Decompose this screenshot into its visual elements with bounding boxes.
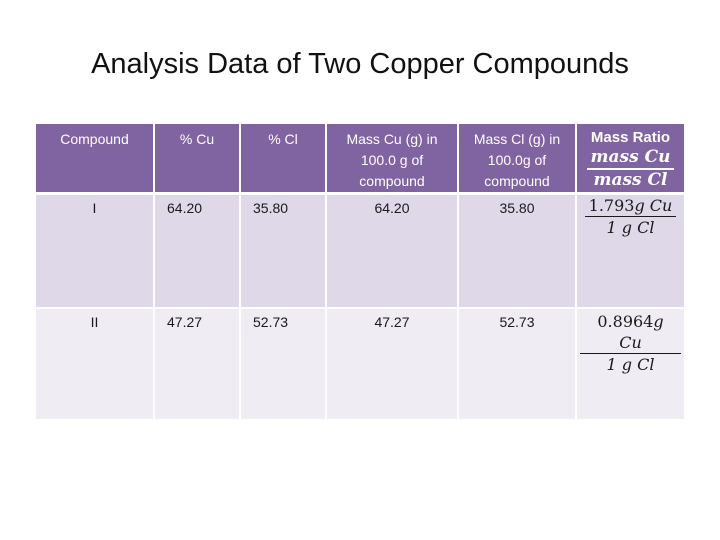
- cell-compound: I: [36, 193, 155, 309]
- cell-compound: II: [36, 307, 155, 421]
- header-mass-ratio: Mass Ratio mass Cu mass Cl: [576, 124, 684, 195]
- cell-ratio: 0.8964g Cu 1 g Cl: [576, 307, 684, 421]
- cell-pct-cu: 64.20: [154, 193, 241, 309]
- cell-mass-cu: 64.20: [326, 193, 459, 309]
- mass-ratio-denominator: mass Cl: [593, 170, 668, 190]
- ratio-numerator-unit: g Cu: [634, 196, 673, 215]
- ratio-denominator: 1 g Cl: [606, 354, 655, 374]
- cell-mass-cl: 52.73: [458, 307, 577, 421]
- header-percent-cu: % Cu: [154, 124, 241, 195]
- page-title: Analysis Data of Two Copper Compounds: [91, 48, 629, 80]
- header-compound: Compound: [36, 124, 155, 195]
- mass-ratio-numerator: mass Cu: [586, 147, 675, 170]
- ratio-value: 1.793: [588, 196, 635, 215]
- mass-ratio-title: Mass Ratio: [590, 129, 671, 146]
- header-mass-cu: Mass Cu (g) in 100.0 g of compound: [326, 124, 459, 195]
- cell-pct-cu: 47.27: [154, 307, 241, 421]
- ratio-numerator-unit: g Cu: [619, 311, 664, 352]
- table-row: I 64.20 35.80 64.20 35.80 1.793g Cu 1 g …: [36, 193, 684, 309]
- ratio-value: 0.8964: [597, 311, 654, 331]
- cell-mass-cu: 47.27: [326, 307, 459, 421]
- cell-pct-cl: 52.73: [240, 307, 327, 421]
- ratio-denominator: 1 g Cl: [606, 218, 655, 237]
- ratio-fraction: 1.793g Cu 1 g Cl: [584, 195, 677, 238]
- ratio-numerator: 1.793g Cu: [584, 195, 677, 217]
- table-header-row: Compound % Cu % Cl Mass Cu (g) in 100.0 …: [36, 124, 684, 195]
- cell-mass-cl: 35.80: [458, 193, 577, 309]
- cell-ratio: 1.793g Cu 1 g Cl: [576, 193, 684, 309]
- table-row: II 47.27 52.73 47.27 52.73 0.8964g Cu 1 …: [36, 307, 684, 421]
- mass-ratio-fraction: mass Cu mass Cl: [586, 147, 675, 191]
- analysis-data-table: Compound % Cu % Cl Mass Cu (g) in 100.0 …: [36, 124, 684, 421]
- ratio-fraction: 0.8964g Cu 1 g Cl: [580, 311, 681, 375]
- header-percent-cl: % Cl: [240, 124, 327, 195]
- header-mass-cl: Mass Cl (g) in 100.0g of compound: [458, 124, 577, 195]
- cell-pct-cl: 35.80: [240, 193, 327, 309]
- ratio-numerator: 0.8964g Cu: [580, 311, 681, 354]
